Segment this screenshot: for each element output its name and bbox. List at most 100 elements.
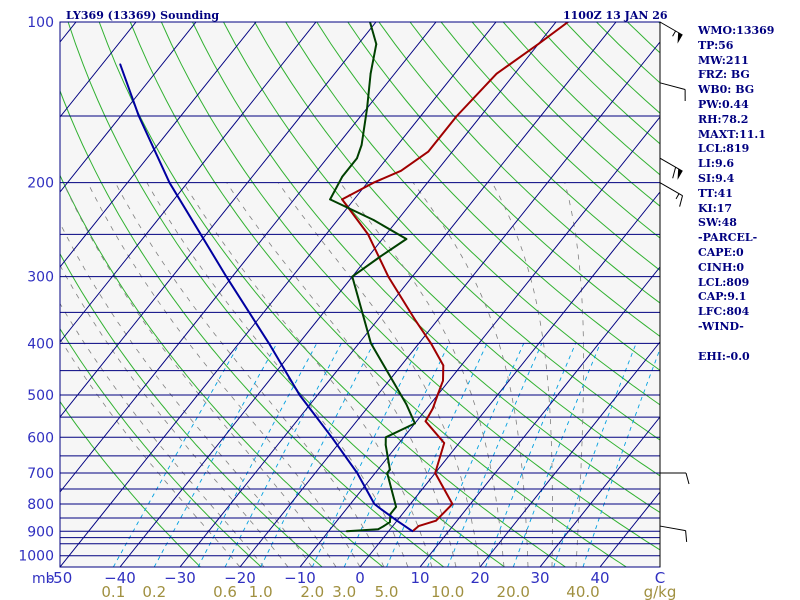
dewpoint-point <box>377 528 380 531</box>
mixing-ratio-label: 20.0 <box>497 583 530 600</box>
mixing-ratio-line <box>582 347 660 567</box>
dewpoint-point <box>388 468 391 471</box>
temperature-tick-label: -50 <box>48 569 73 587</box>
dry-adiabat <box>60 400 201 567</box>
isotherm <box>119 22 557 567</box>
dewpoint-point <box>382 525 385 527</box>
index-line: CINH:0 <box>698 260 745 274</box>
temperature-point <box>427 150 430 153</box>
mixing-ratio-line <box>386 343 488 567</box>
isotherm <box>60 22 377 418</box>
index-line: LI:9.6 <box>698 157 735 171</box>
parcel-point <box>373 503 376 505</box>
dry-adiabat <box>192 22 660 514</box>
pressure-axis-label: mb <box>32 571 55 587</box>
moist-adiabat <box>60 264 289 567</box>
wind-barb <box>659 21 683 44</box>
parcel-point <box>380 508 383 511</box>
isotherm <box>60 22 197 193</box>
index-line: EHI:-0.0 <box>698 349 750 363</box>
dry-adiabat <box>254 22 660 441</box>
temperature-point <box>435 519 437 522</box>
isotherm <box>60 22 317 343</box>
temperature-tick-label: −30 <box>164 569 196 587</box>
isotherm <box>60 22 137 118</box>
isotherm <box>239 41 660 567</box>
parcel-point <box>330 436 333 439</box>
pressure-tick-label: 900 <box>27 524 54 540</box>
mixing-ratio-axis-label: g/kg <box>644 583 677 600</box>
temperature-point <box>431 407 434 410</box>
mixing-ratio-label: 5.0 <box>375 583 399 600</box>
temperature-point <box>387 275 390 278</box>
index-line: RH:78.2 <box>698 112 749 126</box>
temperature-tick-label: −10 <box>284 569 316 587</box>
plot-background <box>60 22 660 567</box>
index-line: KI:17 <box>698 201 733 215</box>
mixing-ratio-line <box>485 343 577 567</box>
temperature-point <box>442 379 444 382</box>
index-line: WMO:13369 <box>698 24 775 37</box>
index-line: MAXT:11.1 <box>698 127 766 141</box>
mixing-ratio-label: 2.0 <box>300 583 324 600</box>
chart-title: LY369 (13369) Sounding <box>66 9 220 22</box>
parcel-point <box>411 530 414 533</box>
moist-adiabat <box>564 182 584 567</box>
pressure-tick-label: 300 <box>27 270 54 286</box>
temperature-point <box>367 233 369 236</box>
index-line: MW:211 <box>698 53 749 67</box>
dry-adiabat <box>285 22 660 406</box>
dry-adiabat <box>347 22 660 337</box>
dry-adiabat <box>98 22 566 567</box>
dry-adiabat <box>160 22 660 551</box>
sounding-time: 1100Z 13 JAN 26 <box>563 9 668 22</box>
temperature-point <box>537 43 540 45</box>
pressure-tick-label: 200 <box>27 176 54 192</box>
index-line: SI:9.4 <box>698 171 735 185</box>
temperature-tick-label: 20 <box>470 569 489 587</box>
moist-adiabat <box>339 182 505 567</box>
dry-adiabat <box>60 327 262 567</box>
isotherm <box>0 22 16 567</box>
moist-adiabat <box>412 182 529 567</box>
dewpoint-point <box>369 72 372 75</box>
temperature-point <box>442 364 445 367</box>
dewpoint-point <box>405 403 408 406</box>
index-line: TP:56 <box>698 38 734 52</box>
temperature-point <box>341 198 343 201</box>
temperature-tick-label: 0 <box>355 569 365 587</box>
isotherm <box>299 116 660 567</box>
dewpoint-point <box>389 512 392 515</box>
moist-adiabat <box>115 182 385 567</box>
temperature-tick-label: −20 <box>224 569 256 587</box>
mixing-ratio-line <box>153 343 278 567</box>
mixing-ratio-line <box>512 343 601 567</box>
temperature-point <box>495 72 498 75</box>
moist-adiabat <box>226 182 457 567</box>
moist-adiabat <box>60 222 313 567</box>
moist-adiabat <box>60 302 265 567</box>
moist-adiabat <box>277 182 481 567</box>
dry-adiabat <box>378 22 660 304</box>
index-line: CAPE:0 <box>698 245 744 259</box>
dewpoint-point <box>345 530 348 533</box>
dewpoint-point <box>395 505 398 508</box>
dewpoint-point <box>360 144 363 146</box>
dewpoint-point <box>389 521 391 523</box>
index-line: SW:48 <box>698 216 737 230</box>
parcel-point <box>119 63 122 66</box>
moist-adiabat <box>491 182 553 567</box>
dewpoint-point <box>384 436 387 439</box>
pressure-tick-label: 500 <box>27 388 54 404</box>
parcel-point <box>396 519 398 522</box>
mixing-ratio-line <box>311 343 421 567</box>
wind-barb <box>659 82 686 101</box>
index-line: LFC:804 <box>698 305 750 319</box>
dry-adiabat <box>67 22 505 567</box>
temperature-point <box>413 317 416 320</box>
mixing-ratio-line <box>224 343 342 567</box>
dewpoint-point <box>375 43 378 45</box>
temperature-tick-label: C <box>655 569 665 587</box>
mixing-ratio-label: 3.0 <box>332 583 356 600</box>
